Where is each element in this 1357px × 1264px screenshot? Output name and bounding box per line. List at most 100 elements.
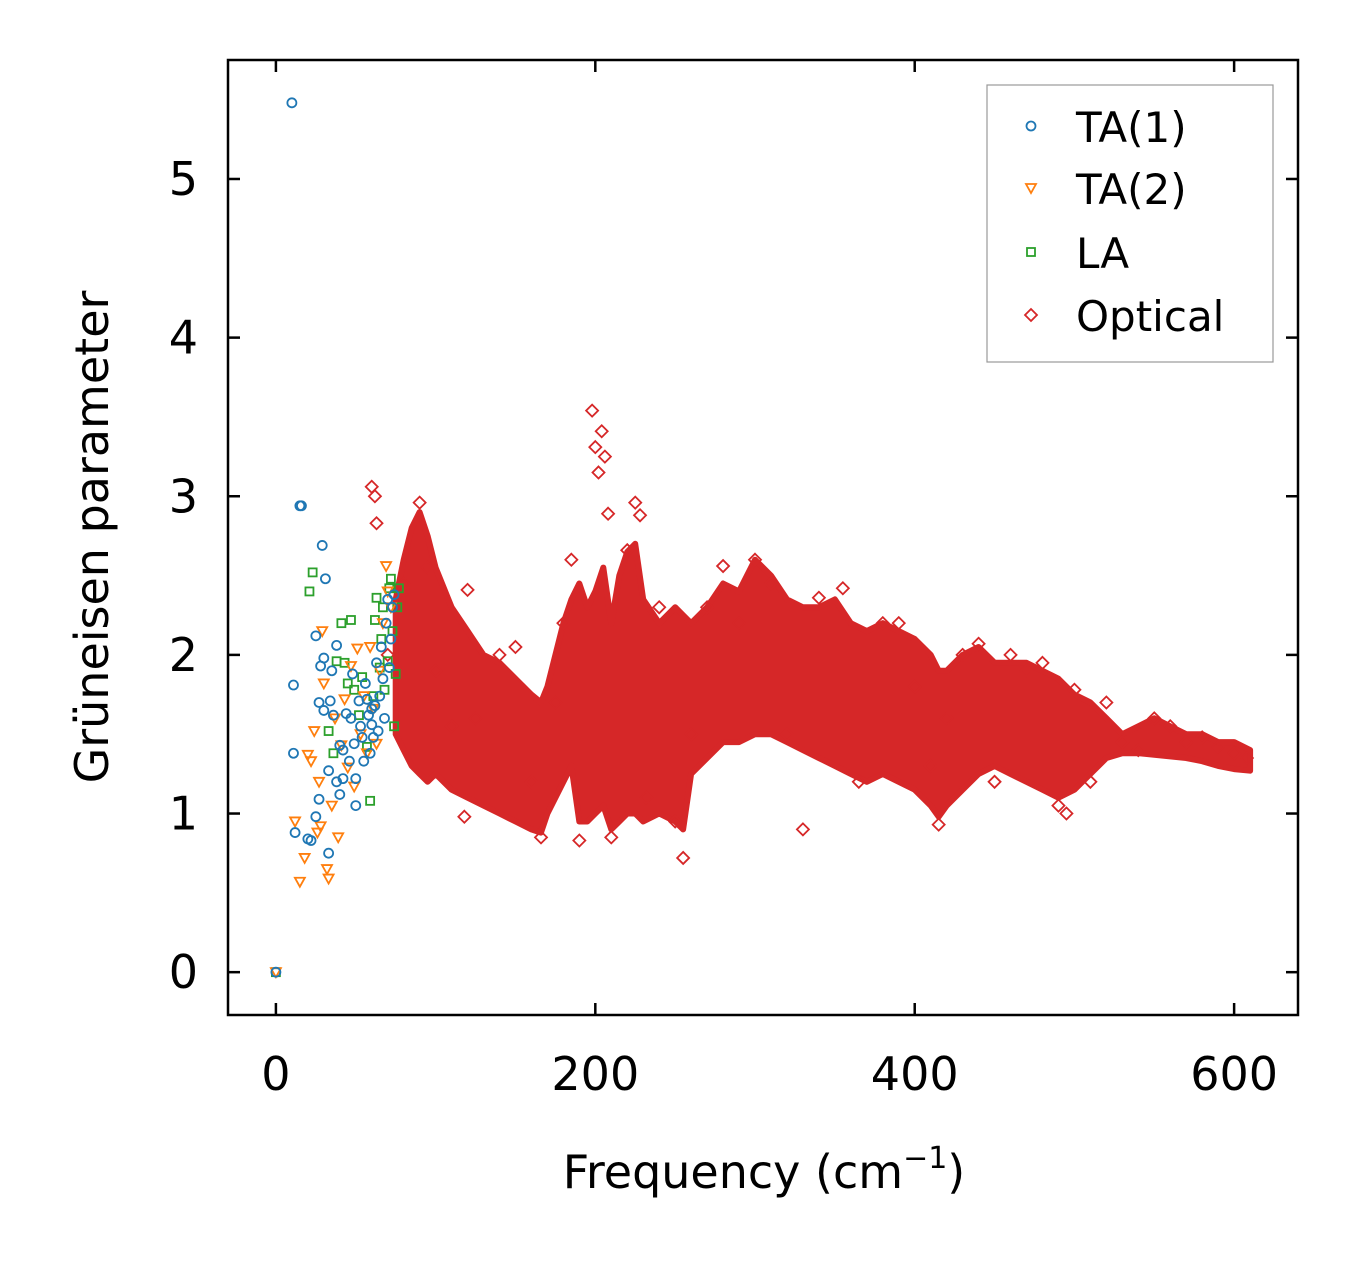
point-optical [556, 615, 571, 631]
legend: TA(1) TA(2) LA Optical [986, 84, 1274, 363]
point-ta1 [355, 720, 366, 732]
legend-label-ta2: TA(2) [1075, 165, 1187, 214]
point-la [336, 618, 347, 629]
legend-marker-ta2 [1024, 183, 1038, 195]
point-optical [1226, 745, 1242, 761]
x-axis-label-suffix: ) [947, 1145, 965, 1199]
point-optical [875, 615, 891, 631]
point-ta1 [316, 540, 328, 551]
point-ta1 [288, 679, 299, 691]
point-ta1 [366, 719, 378, 731]
point-ta1 [375, 641, 387, 653]
point-ta1 [313, 697, 325, 708]
point-ta1 [371, 657, 382, 669]
point-optical [955, 647, 970, 663]
point-optical [444, 719, 459, 734]
point-optical [1051, 798, 1066, 813]
legend-label-la: LA [1076, 229, 1129, 278]
point-optical [1178, 734, 1194, 750]
point-optical [533, 830, 549, 845]
point-optical [380, 647, 395, 663]
point-optical [1019, 663, 1034, 679]
point-ta2 [331, 832, 345, 845]
point-ta2 [312, 776, 326, 789]
point-optical [651, 600, 667, 615]
y-tick-label: 1 [169, 787, 198, 841]
point-ta2 [301, 749, 315, 762]
point-la [365, 795, 376, 806]
point-optical [683, 726, 699, 742]
point-optical [632, 508, 648, 523]
point-optical [548, 695, 563, 710]
y-tick-label: 5 [169, 152, 198, 206]
point-optical [1194, 730, 1210, 745]
point-ta1 [288, 747, 299, 759]
point-optical [1210, 739, 1226, 755]
point-optical [851, 774, 867, 790]
point-ta1 [380, 617, 392, 629]
point-optical [468, 711, 483, 726]
point-ta2 [298, 853, 312, 865]
point-ta1 [324, 695, 336, 707]
point-optical [1162, 719, 1178, 734]
point-ta2 [363, 642, 377, 654]
point-optical [835, 580, 851, 596]
point-ta1 [328, 709, 339, 721]
y-axis-label: Grüneisen parameter [65, 290, 119, 783]
point-optical [604, 830, 619, 845]
point-ta1 [326, 665, 338, 677]
point-optical [1239, 750, 1255, 766]
point-ta1 [383, 662, 395, 673]
point-optical [594, 423, 609, 439]
point-ta2 [344, 661, 358, 673]
point-ta1 [388, 589, 400, 601]
x-axis-label-superscript: −1 [903, 1141, 947, 1176]
point-optical [492, 647, 507, 663]
point-optical [1003, 647, 1018, 663]
point-la [307, 567, 318, 578]
point-optical [1059, 806, 1074, 821]
point-optical [1131, 742, 1146, 758]
point-ta1 [350, 773, 362, 785]
point-optical [619, 542, 635, 558]
point-optical [675, 850, 691, 866]
point-ta1 [270, 966, 282, 978]
point-optical [584, 403, 600, 418]
legend-entry-la: LA [1026, 229, 1129, 278]
legend-label-optical: Optical [1076, 292, 1224, 341]
point-ta1 [334, 789, 346, 800]
legend-marker-ta1 [1025, 120, 1037, 132]
point-ta1 [369, 700, 381, 712]
point-ta1 [289, 827, 301, 838]
x-axis-label-main: Frequency (cm [563, 1145, 903, 1199]
point-ta2 [379, 561, 393, 573]
y-tick-label: 0 [169, 945, 198, 999]
point-ta1 [374, 690, 386, 702]
point-la [389, 721, 399, 732]
point-optical [667, 814, 683, 829]
y-tick-label: 3 [169, 469, 198, 523]
point-ta1 [356, 731, 368, 743]
point-ta1 [372, 725, 384, 737]
point-ta1 [366, 703, 378, 715]
point-ta1 [377, 673, 389, 685]
point-optical [971, 636, 986, 652]
point-ta1 [323, 847, 335, 859]
point-optical [811, 590, 827, 606]
point-la [346, 615, 356, 625]
x-tick-label: 600 [1190, 1047, 1278, 1101]
point-ta2 [315, 626, 329, 638]
point-ta1 [343, 755, 355, 767]
point-ta1 [331, 639, 342, 651]
point-ta1 [363, 709, 374, 721]
point-optical [699, 600, 715, 615]
point-optical [627, 495, 643, 510]
point-ta2 [350, 643, 364, 656]
legend-entry-optical: Optical [1023, 292, 1224, 341]
point-optical [1083, 774, 1098, 790]
point-optical [524, 774, 539, 790]
data-layer [269, 97, 1255, 980]
legend-entry-ta2: TA(2) [1024, 165, 1187, 214]
point-ta2 [314, 821, 328, 834]
